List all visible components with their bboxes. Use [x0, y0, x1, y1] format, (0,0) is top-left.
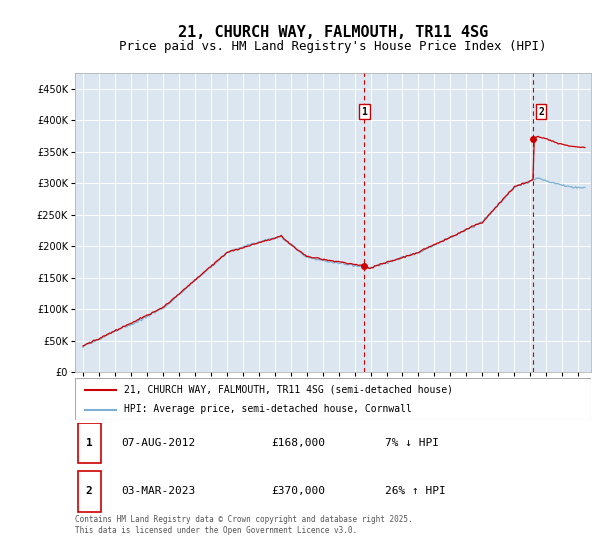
Text: HPI: Average price, semi-detached house, Cornwall: HPI: Average price, semi-detached house,…	[124, 404, 412, 414]
Text: 7% ↓ HPI: 7% ↓ HPI	[385, 438, 439, 448]
Text: £168,000: £168,000	[271, 438, 325, 448]
Text: 1: 1	[361, 107, 367, 116]
Text: 07-AUG-2012: 07-AUG-2012	[121, 438, 196, 448]
Text: £370,000: £370,000	[271, 486, 325, 496]
Text: 03-MAR-2023: 03-MAR-2023	[121, 486, 196, 496]
Text: Price paid vs. HM Land Registry's House Price Index (HPI): Price paid vs. HM Land Registry's House …	[119, 40, 547, 53]
Text: Contains HM Land Registry data © Crown copyright and database right 2025.
This d: Contains HM Land Registry data © Crown c…	[75, 515, 413, 535]
Text: 1: 1	[86, 438, 92, 448]
Bar	[77, 471, 101, 511]
Text: 21, CHURCH WAY, FALMOUTH, TR11 4SG (semi-detached house): 21, CHURCH WAY, FALMOUTH, TR11 4SG (semi…	[124, 385, 453, 395]
Text: 26% ↑ HPI: 26% ↑ HPI	[385, 486, 445, 496]
Text: 21, CHURCH WAY, FALMOUTH, TR11 4SG: 21, CHURCH WAY, FALMOUTH, TR11 4SG	[178, 25, 488, 40]
Text: 2: 2	[538, 107, 544, 116]
Text: 2: 2	[86, 486, 92, 496]
Bar	[77, 423, 101, 464]
